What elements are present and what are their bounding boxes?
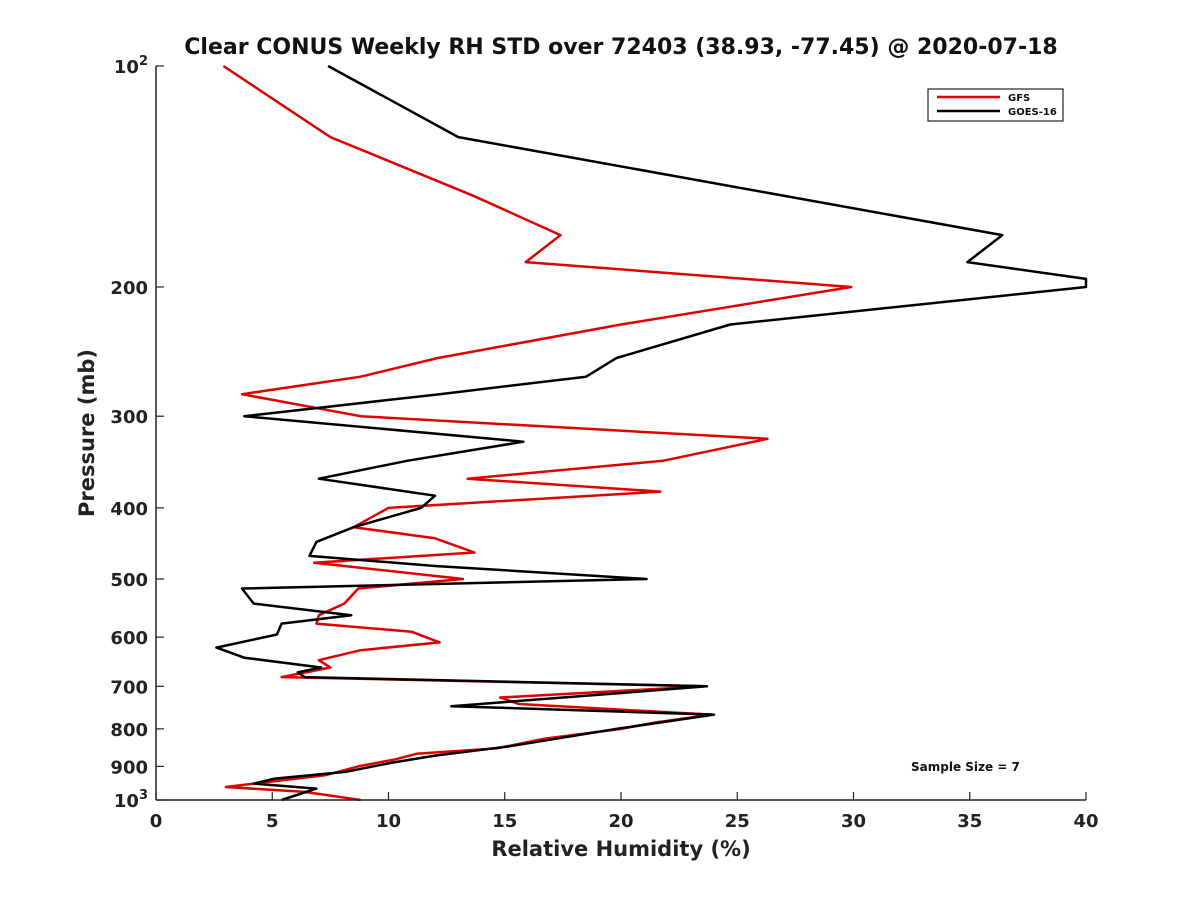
series-line-goes16 [215,64,1088,802]
y-tick-label: 200 [110,278,148,299]
y-tick-base: 10 [114,57,139,78]
x-tick-label: 40 [1073,811,1098,832]
y-tick-label: 800 [110,720,148,741]
x-tick-label: 35 [957,811,982,832]
y-tick-label: 400 [110,499,148,520]
legend-label-goes16: GOES-16 [1008,107,1057,118]
legend: GFS GOES-16 [927,88,1064,122]
x-axis-ticks: 0 5 10 15 20 25 30 35 40 [150,792,1099,832]
x-axis-label: Relative Humidity (%) [491,837,750,861]
y-tick-label: 102 [114,54,148,78]
y-tick-base: 10 [114,791,139,812]
legend-box [927,88,1064,122]
y-tick-label: 300 [110,407,148,428]
series-line-gfs [222,64,853,802]
x-tick-label: 5 [266,811,279,832]
x-tick-label: 15 [492,811,517,832]
series-lines [215,64,1088,802]
sample-size-annotation: Sample Size = 7 [911,760,1020,774]
y-tick-label: 103 [114,788,148,812]
y-tick-label: 600 [110,628,148,649]
y-axis-label: Pressure (mb) [75,349,99,517]
x-tick-label: 20 [608,811,633,832]
y-tick-label: 700 [110,677,148,698]
y-tick-exponent: 3 [139,788,148,803]
x-tick-label: 0 [150,811,163,832]
x-tick-label: 10 [376,811,401,832]
chart-title: Clear CONUS Weekly RH STD over 72403 (38… [184,35,1057,60]
y-tick-exponent: 2 [139,54,148,69]
x-tick-label: 30 [841,811,866,832]
x-tick-label: 25 [725,811,750,832]
legend-label-gfs: GFS [1008,93,1030,104]
y-tick-label: 500 [110,570,148,591]
y-tick-label: 900 [110,757,148,778]
